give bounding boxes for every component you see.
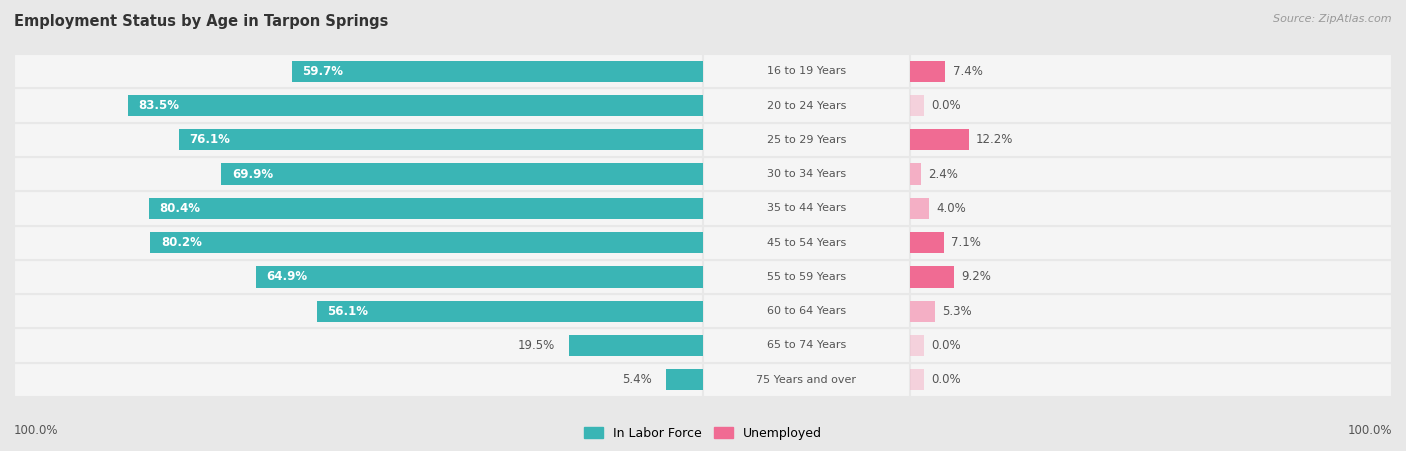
Bar [910, 54, 1392, 88]
Bar [703, 191, 910, 226]
Bar [14, 157, 703, 191]
Bar [14, 54, 703, 88]
Bar [910, 60, 945, 82]
Bar [703, 363, 910, 397]
Bar [568, 335, 703, 356]
Text: 25 to 29 Years: 25 to 29 Years [766, 135, 846, 145]
Bar [910, 198, 929, 219]
Bar [221, 163, 703, 185]
Text: 30 to 34 Years: 30 to 34 Years [766, 169, 846, 179]
Bar [910, 163, 921, 185]
Text: 80.2%: 80.2% [160, 236, 201, 249]
Bar [703, 226, 910, 260]
Bar [910, 191, 1392, 226]
Bar [316, 300, 703, 322]
Text: 35 to 44 Years: 35 to 44 Years [766, 203, 846, 213]
Bar [14, 363, 703, 397]
Bar [150, 232, 703, 253]
Text: 19.5%: 19.5% [517, 339, 555, 352]
Bar [14, 123, 703, 157]
Text: 2.4%: 2.4% [928, 168, 959, 180]
Text: 55 to 59 Years: 55 to 59 Years [766, 272, 846, 282]
Text: 0.0%: 0.0% [931, 339, 962, 352]
Text: 59.7%: 59.7% [302, 65, 343, 78]
Text: Employment Status by Age in Tarpon Springs: Employment Status by Age in Tarpon Sprin… [14, 14, 388, 28]
Text: 76.1%: 76.1% [188, 133, 231, 146]
Text: 60 to 64 Years: 60 to 64 Years [766, 306, 846, 316]
Bar [910, 300, 935, 322]
Bar [149, 198, 703, 219]
Bar [666, 369, 703, 391]
Text: 100.0%: 100.0% [1347, 424, 1392, 437]
Text: 45 to 54 Years: 45 to 54 Years [766, 238, 846, 248]
Text: 83.5%: 83.5% [138, 99, 179, 112]
Text: 64.9%: 64.9% [266, 271, 308, 283]
Bar [910, 226, 1392, 260]
Text: 65 to 74 Years: 65 to 74 Years [766, 341, 846, 350]
Bar [179, 129, 703, 151]
Bar [910, 88, 1392, 123]
Text: 12.2%: 12.2% [976, 133, 1014, 146]
Bar [910, 266, 955, 288]
Legend: In Labor Force, Unemployed: In Labor Force, Unemployed [579, 422, 827, 445]
Bar [703, 88, 910, 123]
Text: 9.2%: 9.2% [962, 271, 991, 283]
Bar [910, 294, 1392, 328]
Bar [14, 88, 703, 123]
Bar [703, 157, 910, 191]
Text: 4.0%: 4.0% [936, 202, 966, 215]
Bar [256, 266, 703, 288]
Text: 0.0%: 0.0% [931, 99, 962, 112]
Text: 5.3%: 5.3% [942, 305, 972, 318]
Text: Source: ZipAtlas.com: Source: ZipAtlas.com [1274, 14, 1392, 23]
Text: 20 to 24 Years: 20 to 24 Years [766, 101, 846, 110]
Bar [703, 328, 910, 363]
Bar [14, 191, 703, 226]
Bar [703, 54, 910, 88]
Bar [910, 328, 1392, 363]
Bar [703, 123, 910, 157]
Bar [910, 157, 1392, 191]
Text: 0.0%: 0.0% [931, 373, 962, 386]
Text: 5.4%: 5.4% [623, 373, 652, 386]
Text: 100.0%: 100.0% [14, 424, 59, 437]
Bar [910, 123, 1392, 157]
Text: 69.9%: 69.9% [232, 168, 273, 180]
Bar [910, 335, 924, 356]
Text: 7.1%: 7.1% [950, 236, 981, 249]
Text: 7.4%: 7.4% [953, 65, 983, 78]
Text: 75 Years and over: 75 Years and over [756, 375, 856, 385]
Bar [14, 260, 703, 294]
Text: 56.1%: 56.1% [326, 305, 368, 318]
Bar [14, 226, 703, 260]
Bar [128, 95, 703, 116]
Bar [703, 294, 910, 328]
Bar [910, 129, 969, 151]
Text: 16 to 19 Years: 16 to 19 Years [766, 66, 846, 76]
Bar [291, 60, 703, 82]
Bar [14, 294, 703, 328]
Bar [910, 369, 924, 391]
Bar [14, 328, 703, 363]
Bar [910, 95, 924, 116]
Bar [703, 260, 910, 294]
Bar [910, 232, 943, 253]
Bar [910, 363, 1392, 397]
Text: 80.4%: 80.4% [159, 202, 201, 215]
Bar [910, 260, 1392, 294]
